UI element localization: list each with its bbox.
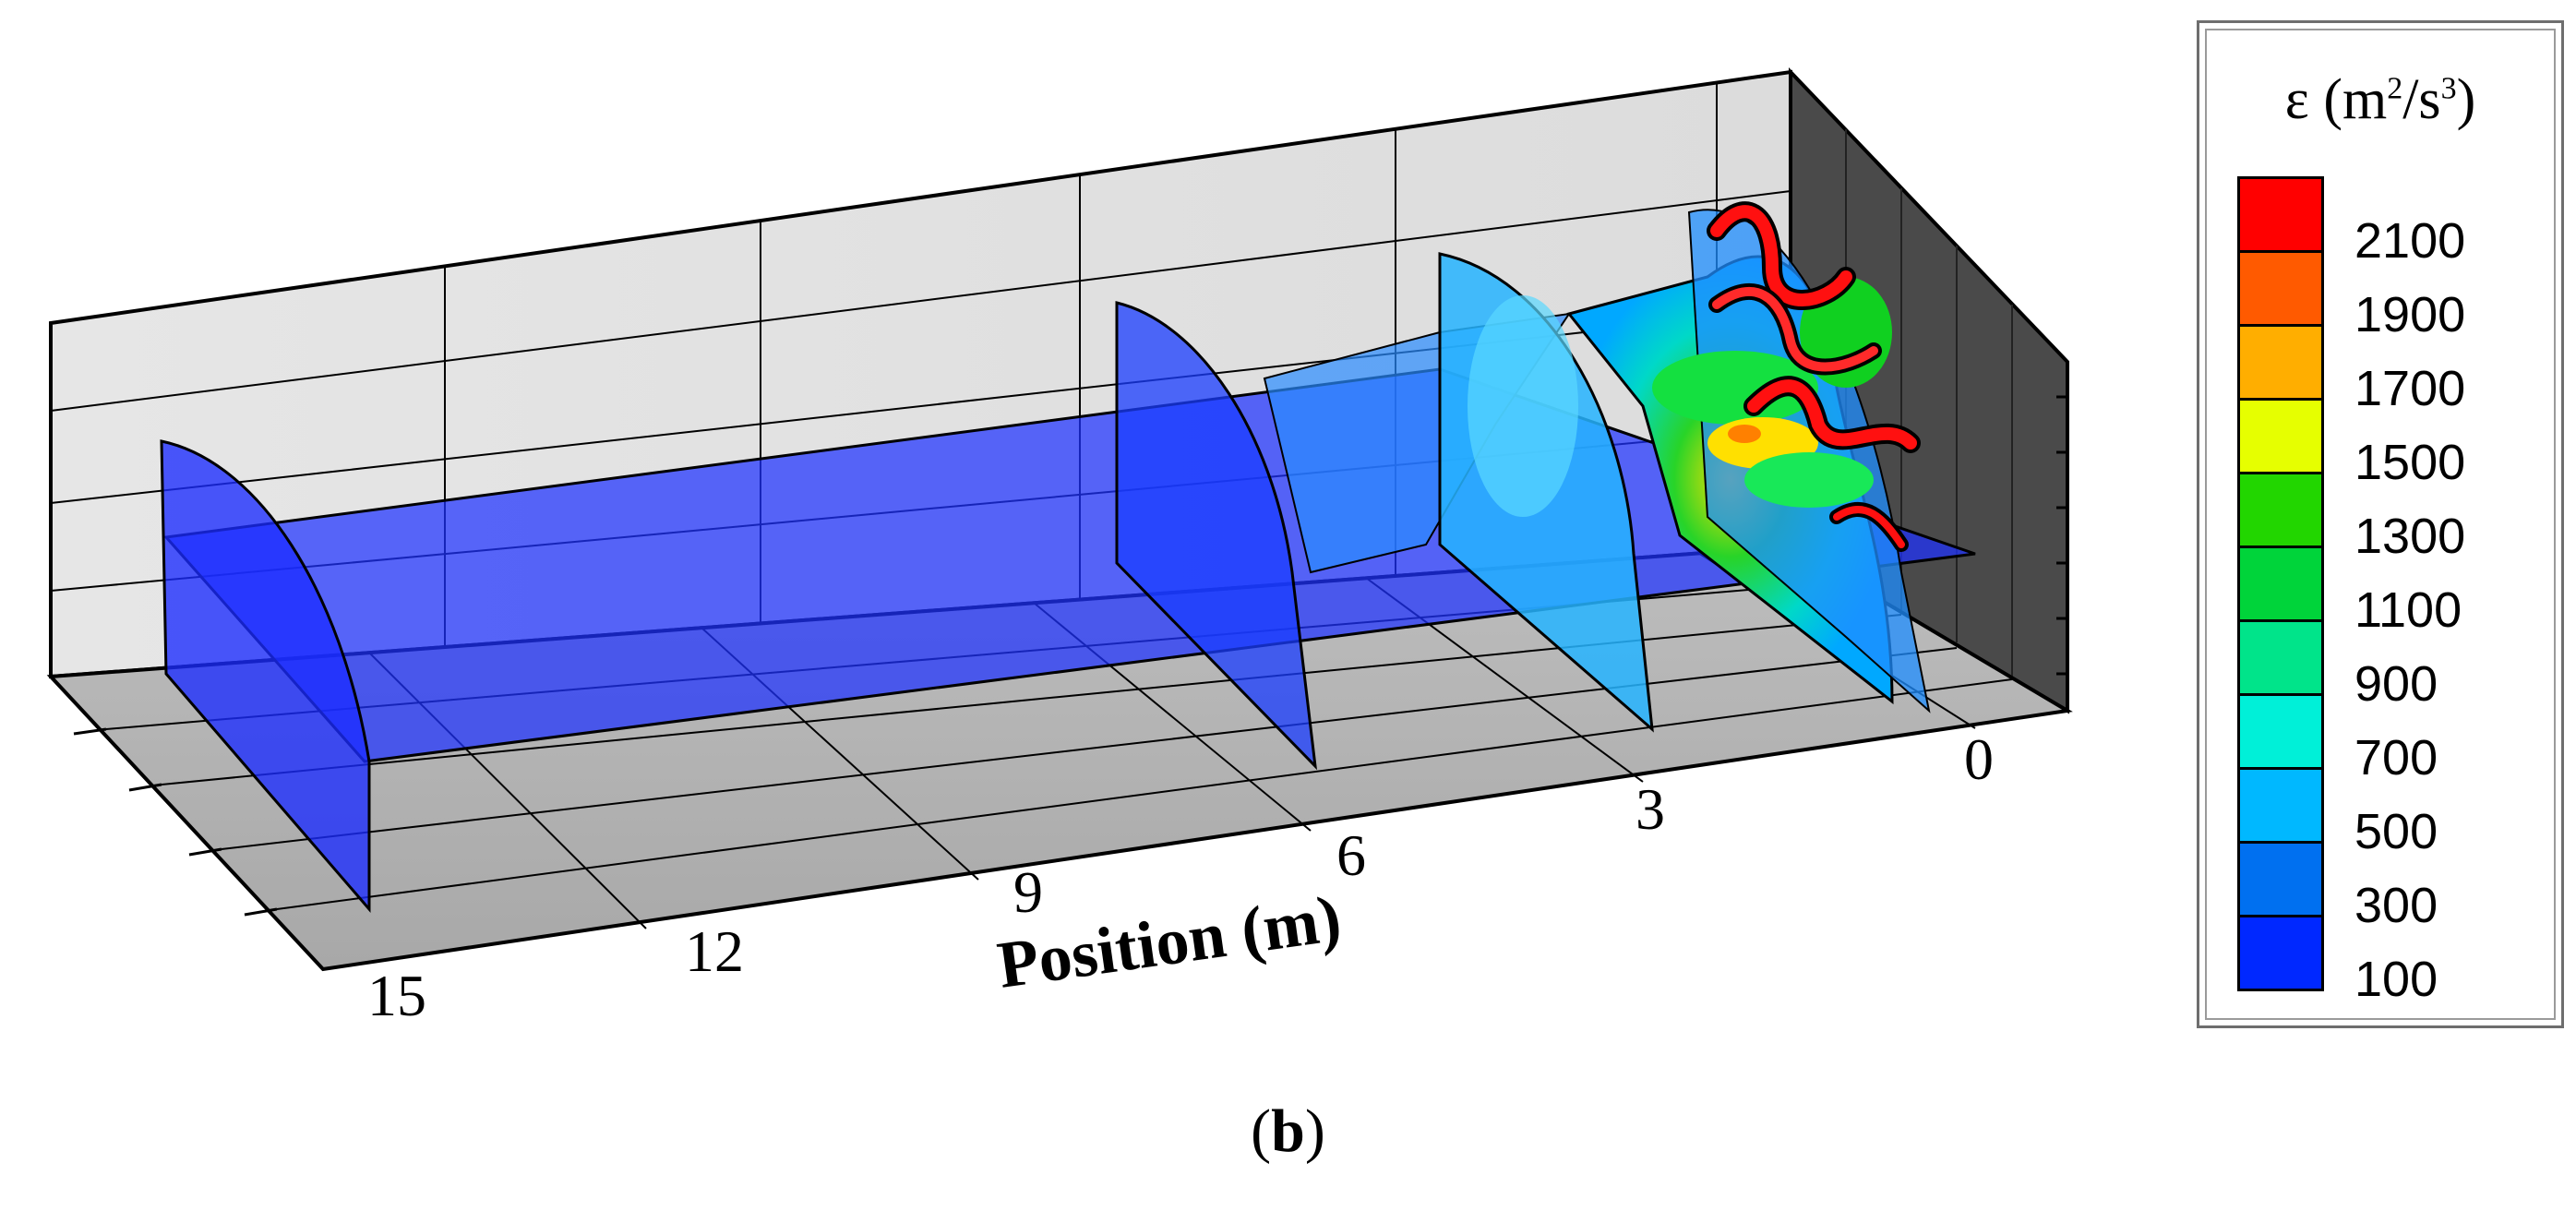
legend-title: ε (m2/s3) [2207,67,2554,133]
legend-swatch [2237,917,2324,991]
legend-level-label: 300 [2354,878,2438,933]
tick-12: 12 [685,918,744,984]
legend-swatch [2237,401,2324,474]
cross-section-6m [1115,301,1318,771]
caption-open: ( [1251,1097,1272,1165]
tick-3: 3 [1635,776,1665,842]
legend-close: ) [2456,68,2476,131]
left-edge-ticks [49,675,325,971]
legend-level-label: 500 [2354,804,2438,859]
legend-swatch [2237,696,2324,770]
tick-9: 9 [1013,859,1043,925]
legend-swatch [2237,622,2324,696]
legend-level-label: 100 [2354,952,2438,1007]
legend-swatches [2237,176,2324,991]
legend-level-label: 2100 [2354,213,2466,269]
legend-variable: ε (m [2284,68,2388,131]
red-bands [1707,201,1921,552]
legend-swatch [2237,548,2324,622]
cyan-contour [1468,295,1578,517]
legend-swatch [2237,474,2324,548]
tick-6: 6 [1336,822,1366,888]
legend-level-label: 700 [2354,730,2438,785]
legend-level-label: 1300 [2354,509,2466,564]
tick-0: 0 [1964,726,1994,792]
legend-level-label: 1100 [2354,582,2462,638]
legend-sup1: 2 [2387,71,2403,106]
caption-close: ) [1304,1097,1325,1165]
legend-swatch [2237,844,2324,917]
right-edge-ticks [2056,395,2067,676]
legend-swatch [2237,176,2324,253]
legend-level-label: 1900 [2354,287,2466,342]
axis-label: Position (m) [993,881,1345,1002]
legend-sup2: 3 [2440,71,2457,106]
figure-caption: (b) [0,1097,2576,1167]
legend-level-label: 1500 [2354,435,2466,490]
legend-swatch [2237,253,2324,327]
legend: ε (m2/s3) 2100 1900 1700 1500 1300 1100 900 700… [2197,20,2564,1028]
tick-15: 15 [367,963,426,1028]
legend-frame: ε (m2/s3) 2100 1900 1700 1500 1300 1100 900 700… [2205,29,2556,1020]
legend-levels: 2100 1900 1700 1500 1300 1100 900 700 500 300 100 [2354,204,2558,1016]
legend-level-label: 900 [2354,656,2438,712]
cross-section-15m [160,439,371,914]
legend-mid: /s [2402,68,2441,131]
caption-letter: b [1271,1097,1305,1165]
legend-swatch [2237,327,2324,401]
legend-level-label: 1700 [2354,361,2466,416]
axis-ticks: 15 12 9 6 3 0 [367,726,1994,1028]
legend-swatch [2237,770,2324,844]
